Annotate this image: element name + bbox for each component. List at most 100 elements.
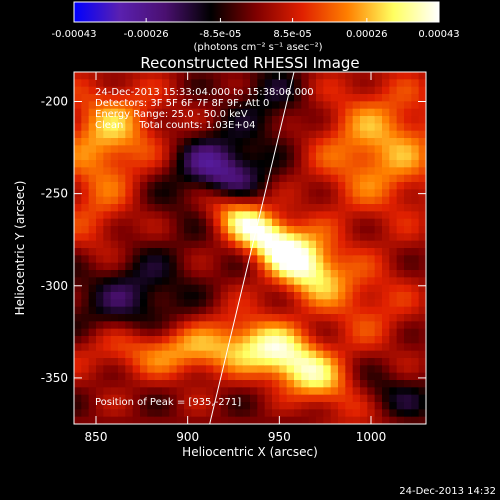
heatmap-pixel [367, 226, 376, 234]
heatmap-pixel [169, 101, 178, 110]
heatmap-pixel [360, 152, 368, 161]
heatmap-pixel [74, 380, 82, 388]
heatmap-pixel [81, 116, 90, 124]
heatmap-pixel [81, 336, 90, 344]
heatmap-pixel [272, 387, 280, 396]
heatmap-pixel [257, 255, 266, 264]
heatmap-pixel [257, 123, 266, 132]
heatmap-pixel [132, 416, 141, 424]
heatmap-pixel [389, 270, 398, 278]
heatmap-pixel [279, 138, 288, 146]
heatmap-pixel [147, 145, 156, 154]
heatmap-pixel [81, 196, 90, 205]
heatmap-pixel [396, 204, 405, 212]
heatmap-pixel [418, 218, 426, 227]
heatmap-pixel [294, 350, 302, 359]
heatmap-pixel [176, 387, 185, 396]
heatmap-pixel [316, 233, 324, 242]
heatmap-pixel [323, 240, 332, 249]
heatmap-pixel [147, 328, 156, 337]
heatmap-pixel [257, 101, 266, 110]
heatmap-pixel [367, 270, 376, 278]
heatmap-pixel [213, 101, 222, 110]
heatmap-pixel [191, 130, 200, 139]
heatmap-pixel [213, 328, 222, 337]
heatmap-pixel [264, 380, 273, 388]
heatmap-pixel [220, 284, 229, 293]
heatmap-pixel [118, 101, 126, 110]
heatmap-pixel [286, 72, 295, 80]
heatmap-pixel [264, 240, 273, 249]
heatmap-pixel [191, 116, 200, 124]
heatmap-pixel [367, 204, 376, 212]
heatmap-pixel [213, 233, 222, 242]
heatmap-pixel [360, 365, 368, 374]
heatmap-pixel [418, 101, 426, 110]
heatmap-pixel [360, 328, 368, 337]
heatmap-pixel [162, 196, 170, 205]
heatmap-pixel [169, 314, 178, 322]
heatmap-pixel [264, 328, 273, 337]
heatmap-pixel [81, 94, 90, 102]
heatmap-pixel [103, 262, 112, 271]
solar-limb-line [209, 72, 295, 424]
heatmap-pixel [118, 196, 126, 205]
heatmap-pixel [250, 350, 258, 359]
heatmap-pixel [257, 94, 266, 102]
heatmap-pixel [323, 167, 332, 176]
heatmap-pixel [132, 101, 141, 110]
heatmap-pixel [360, 123, 368, 132]
heatmap-pixel [360, 372, 368, 381]
heatmap-pixel [345, 262, 354, 271]
heatmap-pixel [81, 152, 90, 161]
heatmap-pixel [103, 365, 112, 374]
heatmap-pixel [308, 343, 317, 352]
heatmap-pixel [360, 292, 368, 300]
heatmap-pixel [191, 350, 200, 359]
heatmap-pixel [132, 167, 141, 176]
heatmap-pixel [206, 358, 214, 366]
heatmap-pixel [323, 86, 332, 95]
heatmap-pixel [301, 204, 310, 212]
heatmap-pixel [272, 336, 280, 344]
heatmap-pixel [272, 152, 280, 161]
heatmap-pixel [228, 218, 236, 227]
heatmap-pixel [345, 336, 354, 344]
heatmap-pixel [242, 94, 251, 102]
heatmap-pixel [286, 328, 295, 337]
heatmap-pixel [367, 130, 376, 139]
heatmap-pixel [206, 314, 214, 322]
heatmap-pixel [81, 255, 90, 264]
heatmap-pixel [220, 189, 229, 198]
heatmap-pixel [220, 167, 229, 176]
heatmap-pixel [191, 182, 200, 190]
heatmap-pixel [242, 108, 251, 117]
heatmap-pixel [235, 343, 244, 352]
heatmap-pixel [330, 409, 339, 418]
heatmap-pixel [286, 145, 295, 154]
heatmap-pixel [338, 343, 346, 352]
heatmap-pixel [198, 270, 207, 278]
heatmap-pixel [132, 299, 141, 308]
heatmap-pixel [338, 328, 346, 337]
heatmap-pixel [140, 240, 148, 249]
heatmap-pixel [242, 123, 251, 132]
heatmap-pixel [294, 394, 302, 403]
heatmap-pixel [140, 145, 148, 154]
heatmap-pixel [184, 182, 192, 190]
heatmap-pixel [191, 79, 200, 88]
heatmap-pixel [213, 372, 222, 381]
heatmap-pixel [389, 167, 398, 176]
heatmap-pixel [154, 299, 163, 308]
heatmap-pixel [301, 86, 310, 95]
heatmap-pixel [213, 240, 222, 249]
heatmap-pixel [176, 328, 185, 337]
heatmap-pixel [169, 270, 178, 278]
heatmap-pixel [176, 204, 185, 212]
heatmap-pixel [360, 255, 368, 264]
heatmap-pixel [110, 358, 119, 366]
heatmap-pixel [308, 101, 317, 110]
heatmap-pixel [125, 174, 134, 183]
heatmap-pixel [411, 152, 420, 161]
heatmap-pixel [257, 152, 266, 161]
